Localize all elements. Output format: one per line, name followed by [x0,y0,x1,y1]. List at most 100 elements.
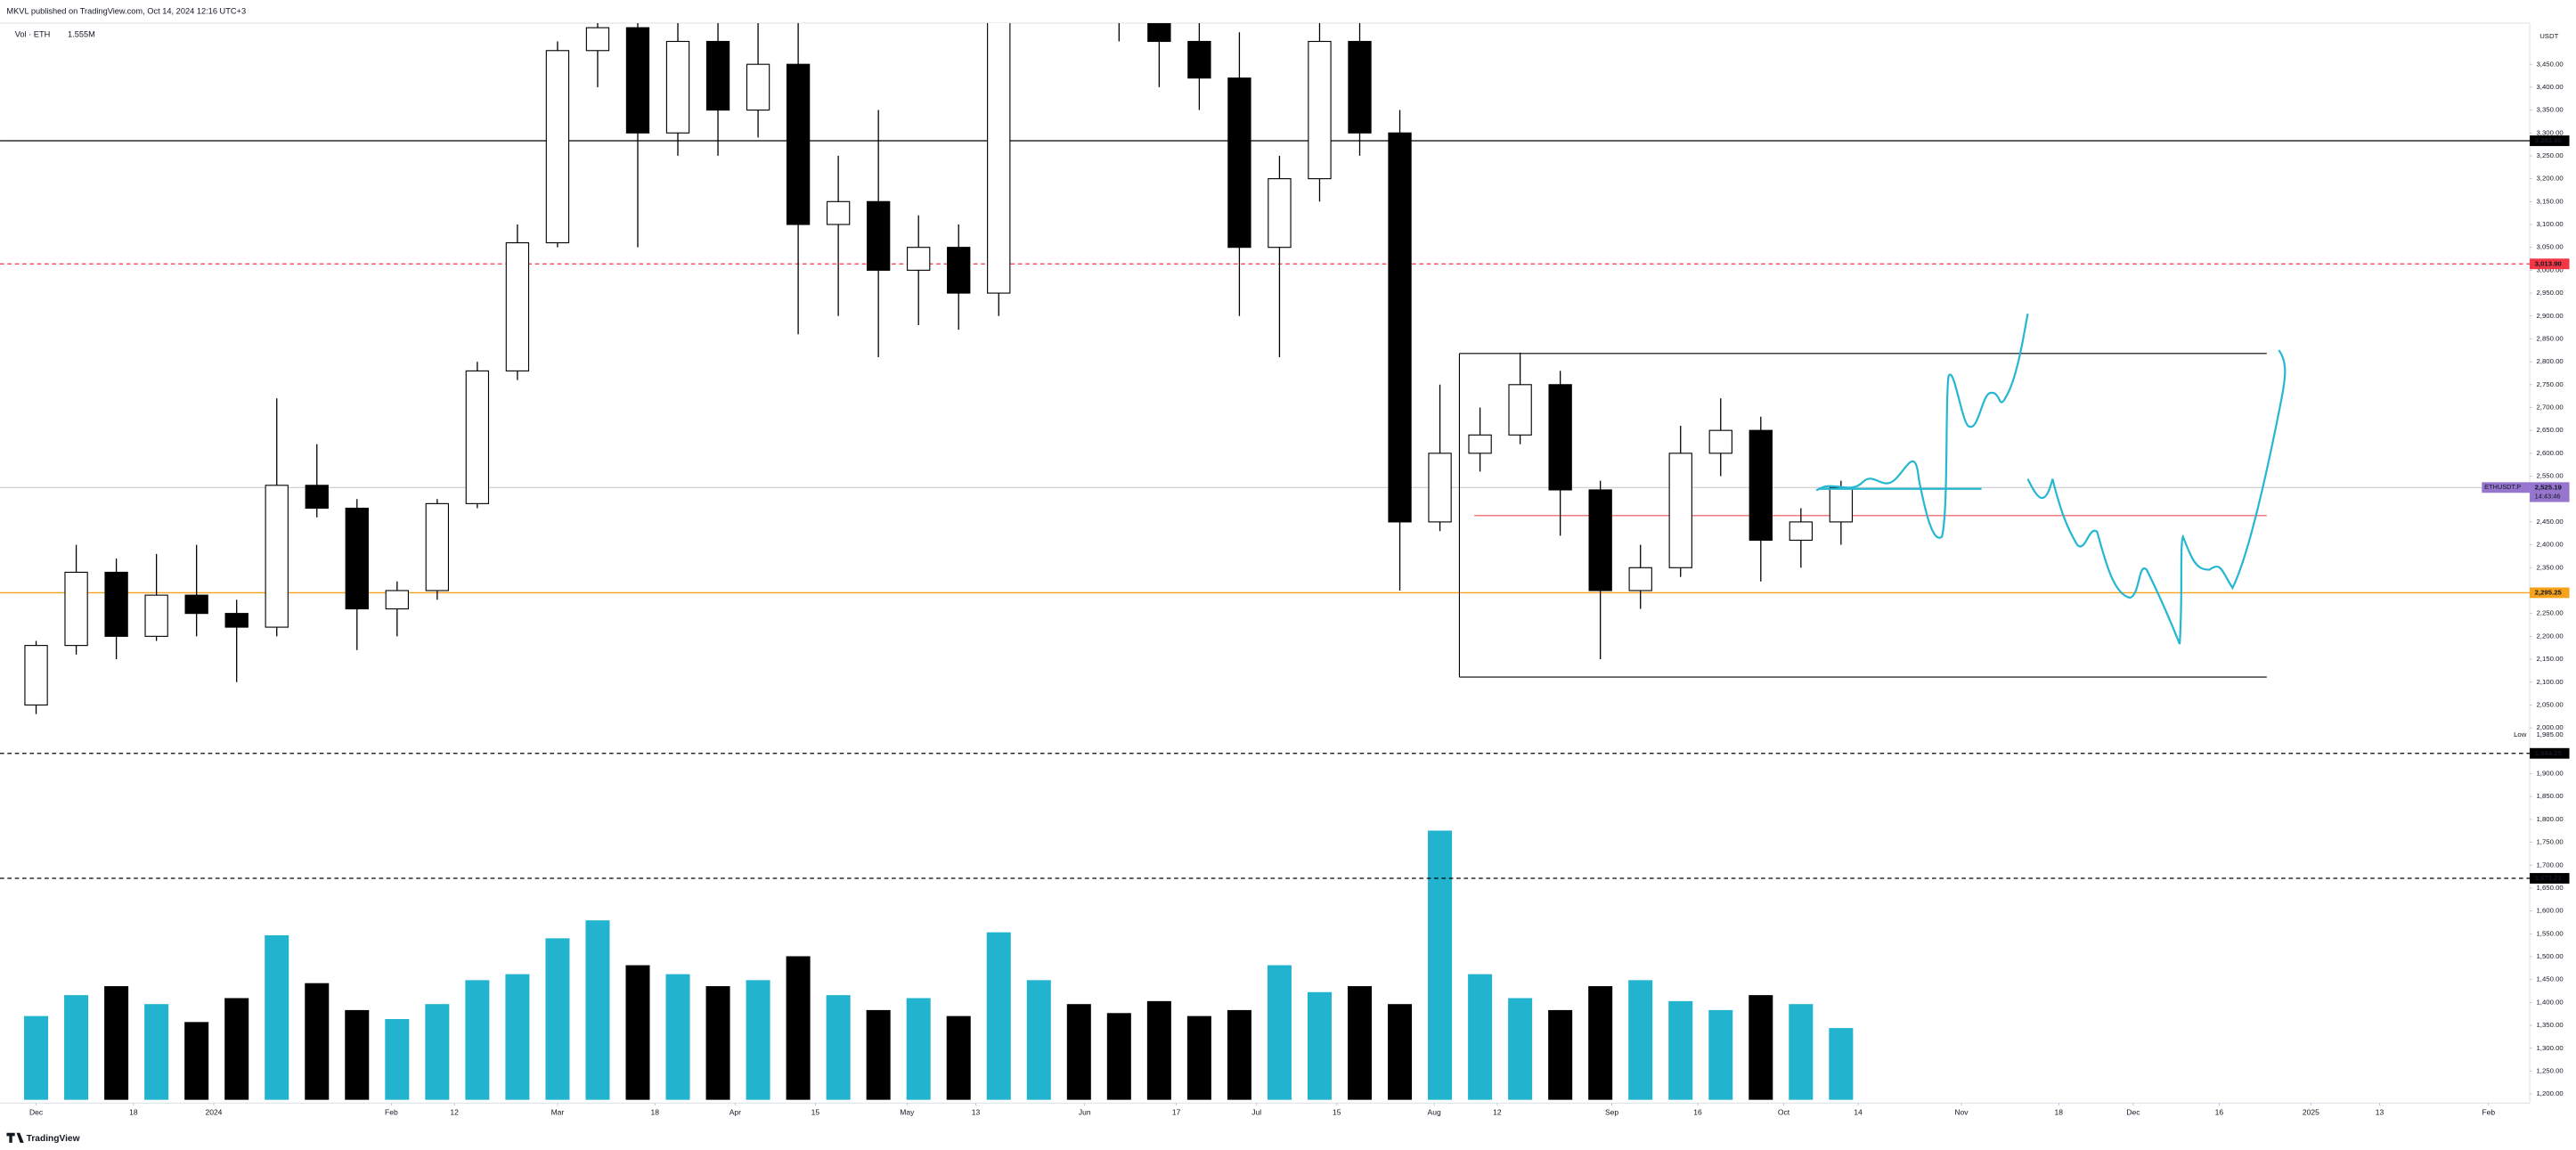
candle-body [786,63,811,225]
candle-body [104,571,128,637]
candle-body [1227,77,1251,249]
volume-bar [1829,1028,1854,1100]
volume-bar [1388,1004,1413,1100]
x-tick-label: Feb [385,1108,398,1117]
candle-body [947,247,971,294]
volume-bar [665,974,690,1100]
volume-bar [1307,991,1332,1100]
y-tick-label: 1,300.00 [2536,1044,2564,1052]
y-tick-label: 1,650.00 [2536,884,2564,892]
y-tick-label: 3,400.00 [2536,83,2564,91]
y-tick-label: 1,850.00 [2536,792,2564,800]
y-tick-label: 3,050.00 [2536,243,2564,251]
volume-bar [24,1015,49,1100]
x-tick-label: 18 [651,1108,660,1117]
candle-body [585,27,610,52]
candle-body [1749,429,1773,542]
volume-bar [1548,1009,1573,1100]
y-tick-label: 2,050.00 [2536,700,2564,708]
y-tick-label: 2,350.00 [2536,563,2564,571]
candle-body [1348,40,1372,134]
y-tick-label: 1,800.00 [2536,815,2564,823]
volume-bar [1186,1015,1211,1100]
low-marker-value: 1,985.00 [2536,730,2564,738]
y-tick-label: 1,200.00 [2536,1089,2564,1097]
level-tag [2530,747,2570,759]
x-tick-label: 12 [450,1108,459,1117]
countdown-label: 14:43:46 [2535,492,2561,500]
x-tick-label: Oct [1778,1108,1790,1117]
x-tick-label: 13 [972,1108,981,1117]
candle-body [465,370,490,504]
price-axis: 3,450.00 3,400.00 3,350.00 3,300.00 3,250.00… [2482,60,2570,1097]
candle-body [64,571,88,647]
y-tick-label: 2,700.00 [2536,404,2564,412]
projection-path [1815,314,2029,539]
candle-body [24,645,48,705]
volume-bar [144,1004,169,1100]
volume-bar [746,980,770,1100]
x-tick-label: 2025 [2303,1108,2319,1117]
volume-bar [1588,986,1613,1100]
x-tick-label: Mar [551,1108,565,1117]
candle-body [826,200,851,225]
x-tick-label: 2024 [205,1108,222,1117]
candle-body [1308,40,1332,180]
candle-body [1829,486,1854,523]
level-label: 3,013.90 [2535,259,2562,267]
y-tick-label: 2,550.00 [2536,472,2564,480]
volume-bar [224,998,249,1100]
x-tick-label: Feb [2482,1108,2495,1117]
currency-label: USDT [2539,32,2558,40]
volume-bar [1267,965,1292,1100]
candle-body [305,485,329,510]
candle-body [385,590,409,610]
volume-bar [305,983,330,1100]
volume-bar [1026,980,1051,1100]
candle-body [1388,132,1412,523]
plot-area [0,22,2531,1100]
x-tick-label: Apr [730,1108,741,1117]
y-tick-label: 3,200.00 [2536,175,2564,183]
candle-body [746,63,770,111]
x-tick-label: Nov [1954,1108,1969,1117]
candle-body [144,594,168,637]
x-tick-label: 15 [1333,1108,1341,1117]
x-tick-label: Sep [1605,1108,1618,1117]
volume-legend-value: 1.555M [68,29,95,38]
candle-body [1588,489,1612,591]
x-tick-label: 15 [811,1108,820,1117]
y-tick-label: 2,100.00 [2536,678,2564,686]
volume-bar [545,938,570,1100]
candle-body [1268,178,1292,249]
level-tag [2530,135,2570,146]
candle-body [1428,453,1452,523]
volume-bar [465,980,490,1100]
current-price-tag [2530,482,2570,502]
volume-legend-name: Vol · ETH [15,29,51,38]
candle-body [545,50,570,244]
x-tick-label: May [900,1108,915,1117]
volume-bar [1347,986,1373,1100]
publish-header: MKVL published on TradingView.com, Oct 1… [6,6,246,15]
candle-body [1548,384,1572,491]
symbol-tag [2482,482,2531,493]
y-tick-label: 1,550.00 [2536,929,2564,937]
level-tag [2530,873,2570,884]
y-tick-label: 1,350.00 [2536,1021,2564,1029]
candle-body [425,502,450,591]
candle-body [1187,40,1211,79]
y-tick-label: 1,900.00 [2536,770,2564,778]
y-tick-label: 1,250.00 [2536,1066,2564,1074]
level-label: 3,282.96 [2535,136,2563,144]
x-tick-label: 13 [2376,1108,2384,1117]
volume-bar [1668,1000,1693,1100]
volume-bar [866,1009,891,1100]
volume-bar [425,1004,450,1100]
level-tag [2530,587,2570,599]
y-tick-label: 1,400.00 [2536,998,2564,1006]
candle-body [224,613,249,628]
candle-body [505,241,530,371]
volume-bar [946,1015,971,1100]
